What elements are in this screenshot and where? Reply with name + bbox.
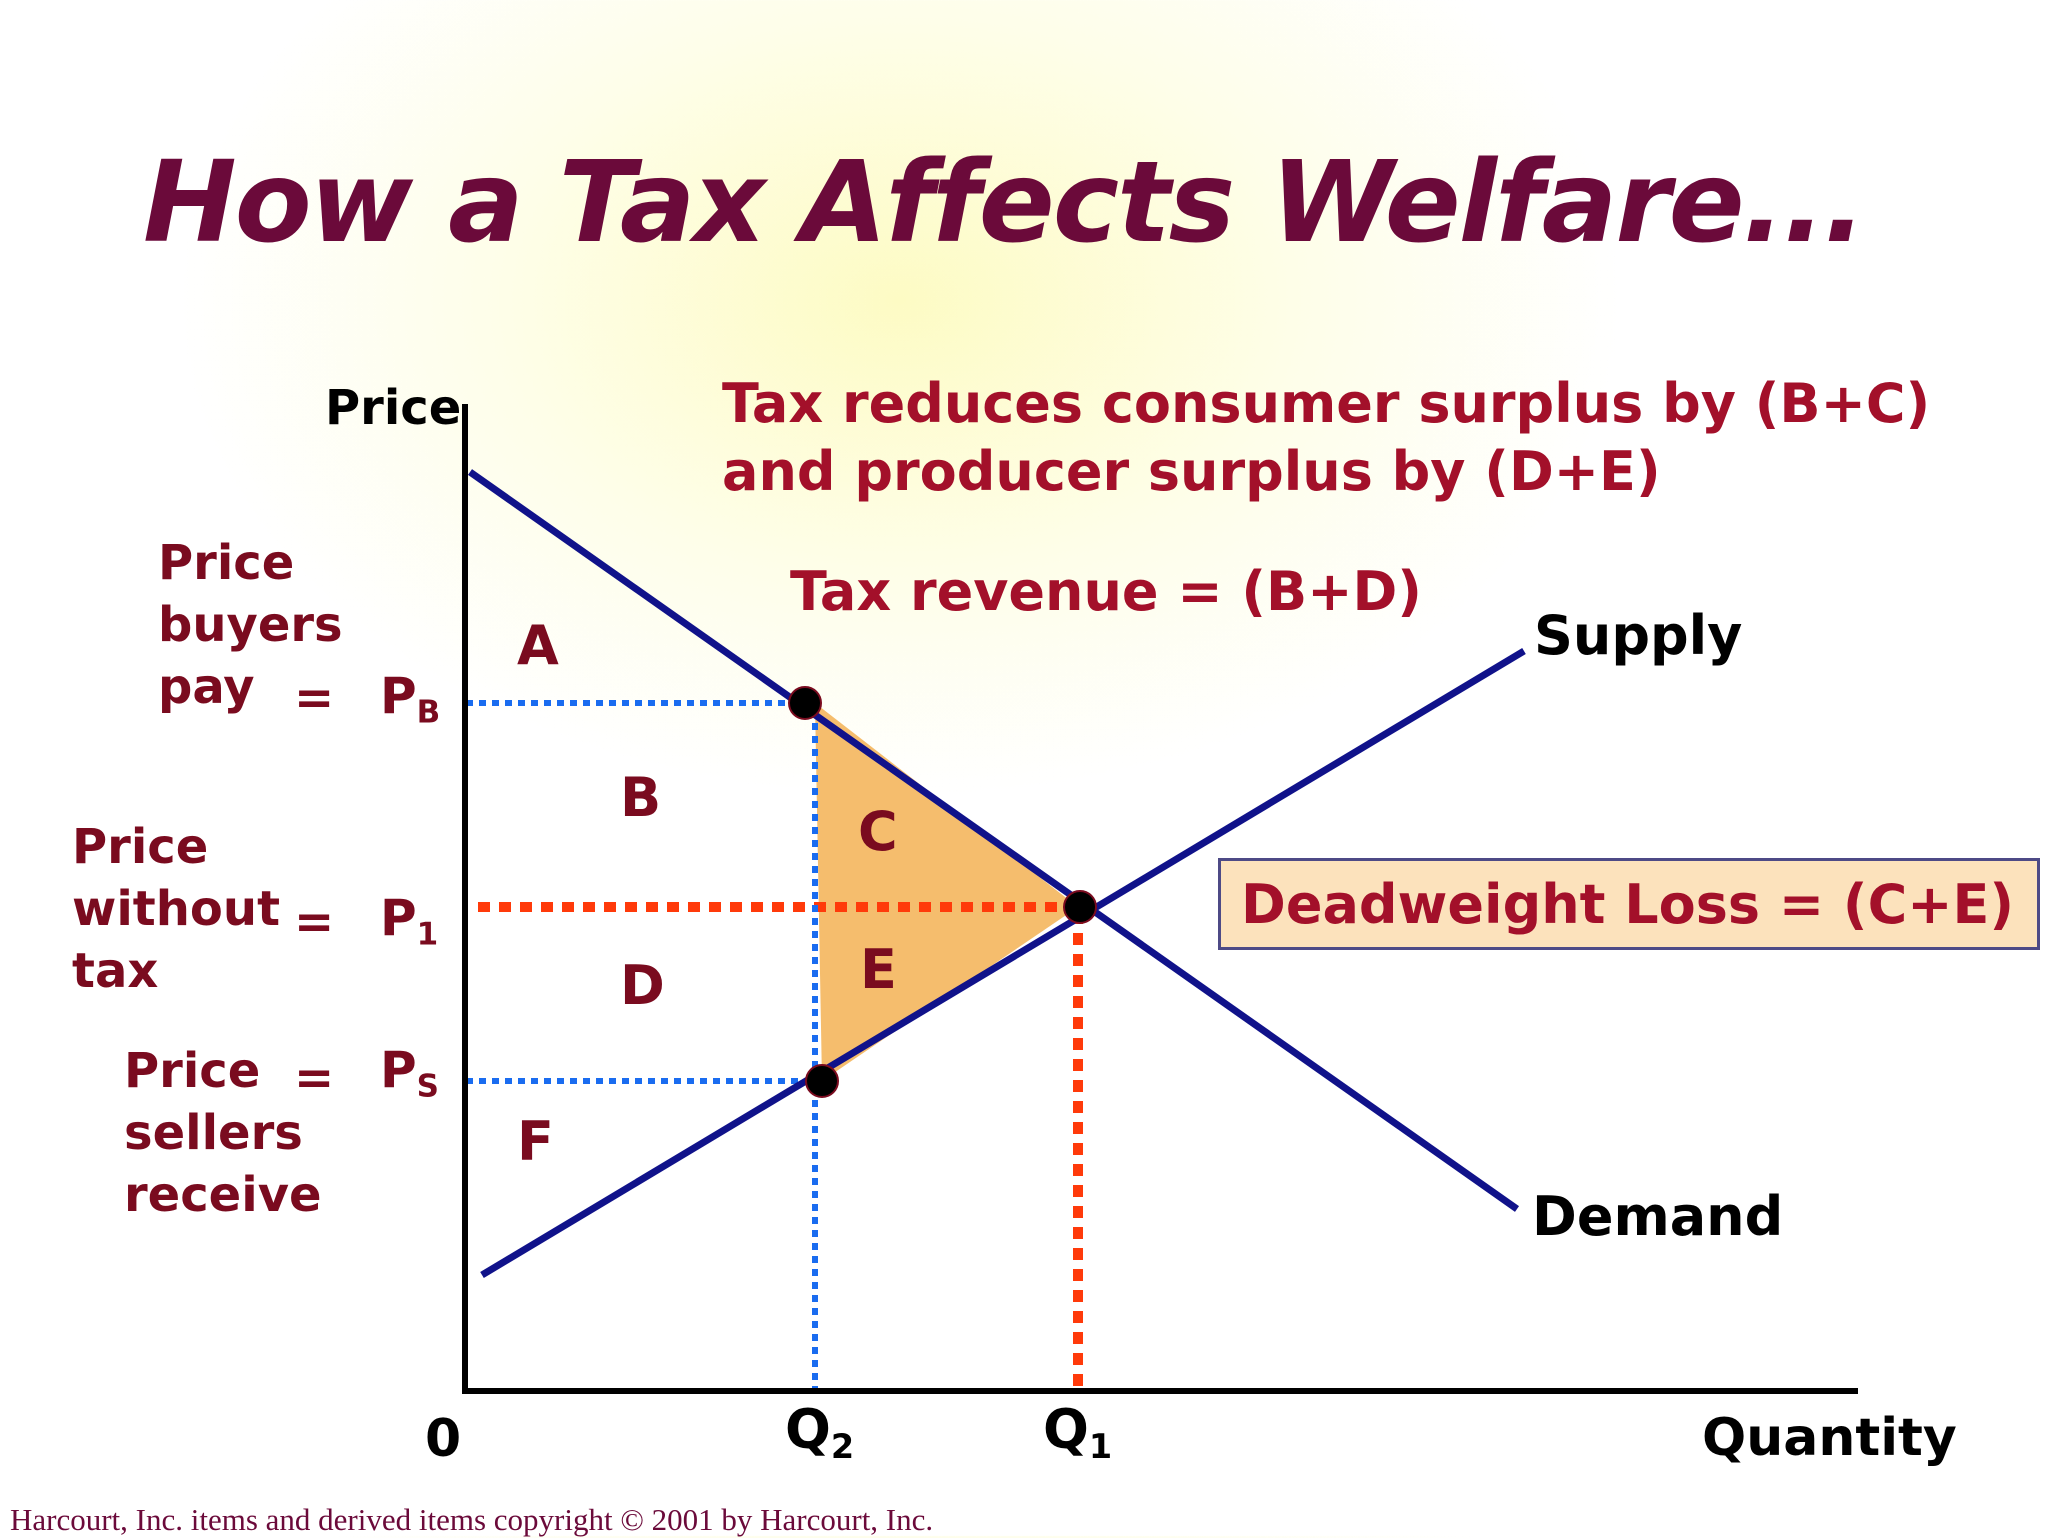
x-axis-label: Quantity: [1702, 1408, 1957, 1468]
supply-label: Supply: [1534, 604, 1743, 667]
area-a-label: A: [517, 614, 559, 677]
page-title: How a Tax Affects Welfare...: [143, 138, 1866, 268]
area-f-label: F: [517, 1110, 554, 1173]
p1-equals: =: [294, 894, 335, 950]
y-axis-label: Price: [325, 380, 462, 436]
equilibrium-point: [1063, 890, 1097, 924]
surplus-note-line2: and producer surplus by (D+E): [722, 440, 1661, 503]
tax-revenue-note: Tax revenue = (B+D): [790, 560, 1422, 623]
demand-curve: [467, 469, 1520, 1212]
ps-symbol: PS: [380, 1041, 439, 1105]
buyers-price-point: [788, 686, 822, 720]
pb-equals: =: [294, 670, 335, 726]
area-e-label: E: [860, 938, 897, 1001]
q2-label: Q2: [785, 1398, 855, 1467]
demand-label: Demand: [1532, 1185, 1784, 1248]
pb-description: Price buyers pay: [158, 535, 343, 715]
origin-label: 0: [425, 1409, 462, 1469]
area-b-label: B: [620, 766, 662, 829]
q1-label: Q1: [1043, 1398, 1113, 1467]
p1-description: Price without tax: [72, 819, 281, 999]
area-d-label: D: [620, 954, 665, 1017]
pb-symbol: PB: [380, 667, 441, 731]
surplus-note-line1: Tax reduces consumer surplus by (B+C): [722, 372, 1931, 435]
area-c-label: C: [858, 800, 898, 863]
copyright-notice: Harcourt, Inc. items and derived items c…: [10, 1502, 934, 1537]
supply-curve: [480, 647, 1526, 1279]
ps-equals: =: [294, 1050, 335, 1106]
deadweight-loss-box: Deadweight Loss = (C+E): [1218, 858, 2040, 950]
deadweight-loss-text: Deadweight Loss = (C+E): [1241, 872, 2015, 936]
sellers-price-point: [805, 1064, 839, 1098]
deadweight-loss-triangle: [815, 703, 1078, 1081]
p1-symbol: P1: [380, 889, 439, 953]
ps-description: Price sellers receive: [124, 1043, 322, 1223]
